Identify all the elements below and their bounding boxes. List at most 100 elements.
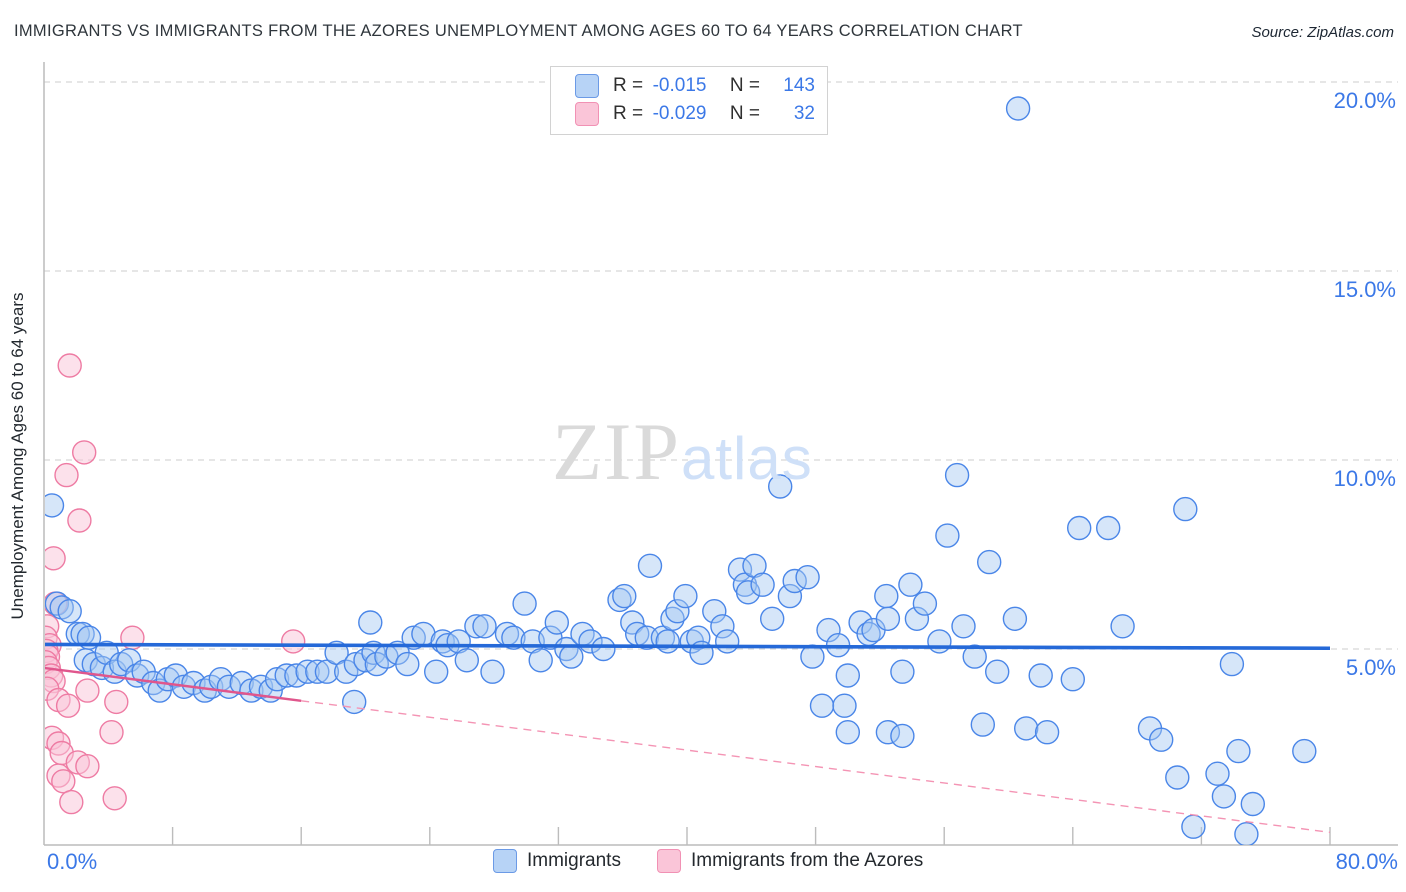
immigrants-point[interactable] bbox=[1148, 727, 1174, 752]
immigrants-point[interactable] bbox=[334, 659, 359, 684]
azores-point[interactable] bbox=[42, 546, 66, 571]
immigrants-point[interactable] bbox=[45, 591, 70, 616]
immigrants-point[interactable] bbox=[735, 580, 761, 605]
immigrants-point[interactable] bbox=[832, 693, 857, 718]
immigrants-point[interactable] bbox=[875, 720, 901, 745]
immigrants-point[interactable] bbox=[727, 557, 753, 582]
immigrants-point[interactable] bbox=[480, 659, 505, 684]
immigrants-point[interactable] bbox=[890, 723, 915, 749]
immigrants-point[interactable] bbox=[274, 663, 299, 688]
immigrants-point[interactable] bbox=[1240, 791, 1266, 817]
immigrants-point[interactable] bbox=[57, 599, 82, 624]
immigrants-point[interactable] bbox=[1226, 738, 1251, 764]
immigrants-point[interactable] bbox=[512, 591, 537, 616]
immigrants-point[interactable] bbox=[501, 625, 526, 650]
immigrants-point[interactable] bbox=[665, 599, 690, 624]
immigrants-point[interactable] bbox=[673, 583, 698, 609]
immigrants-point[interactable] bbox=[1234, 822, 1259, 846]
legend-item-azores[interactable]: Immigrants from the Azores bbox=[656, 849, 923, 873]
azores-point[interactable] bbox=[59, 789, 84, 815]
immigrants-point[interactable] bbox=[816, 617, 841, 643]
immigrants-point[interactable] bbox=[1181, 814, 1206, 839]
azores-point[interactable] bbox=[51, 769, 76, 794]
immigrants-point[interactable] bbox=[795, 565, 820, 590]
immigrants-point[interactable] bbox=[454, 648, 479, 673]
immigrants-point[interactable] bbox=[660, 606, 685, 631]
immigrants-point[interactable] bbox=[1002, 606, 1028, 631]
immigrants-point[interactable] bbox=[554, 636, 579, 662]
immigrants-point[interactable] bbox=[951, 614, 976, 639]
immigrants-point[interactable] bbox=[342, 689, 367, 715]
immigrants-point[interactable] bbox=[591, 636, 616, 662]
immigrants-point[interactable] bbox=[715, 629, 740, 654]
immigrants-point[interactable] bbox=[612, 583, 637, 609]
azores-point[interactable] bbox=[102, 786, 127, 811]
immigrants-point[interactable] bbox=[1205, 761, 1230, 786]
immigrants-point[interactable] bbox=[927, 629, 952, 654]
immigrants-point[interactable] bbox=[343, 651, 369, 677]
immigrants-point[interactable] bbox=[464, 614, 489, 639]
immigrants-point[interactable] bbox=[1005, 96, 1031, 121]
immigrants-point[interactable] bbox=[944, 462, 970, 488]
immigrants-point[interactable] bbox=[395, 651, 420, 677]
immigrants-point[interactable] bbox=[305, 659, 330, 684]
immigrants-point[interactable] bbox=[1066, 515, 1092, 541]
immigrants-point[interactable] bbox=[229, 670, 254, 696]
immigrants-point[interactable] bbox=[41, 493, 65, 518]
immigrants-point[interactable] bbox=[890, 659, 915, 684]
immigrants-point[interactable] bbox=[637, 553, 663, 578]
immigrants-point[interactable] bbox=[912, 591, 938, 616]
immigrants-point[interactable] bbox=[607, 587, 632, 613]
azores-point[interactable] bbox=[104, 689, 129, 715]
immigrants-point[interactable] bbox=[1013, 716, 1039, 741]
immigrants-point[interactable] bbox=[1060, 667, 1086, 692]
immigrants-point[interactable] bbox=[935, 523, 960, 548]
immigrants-point[interactable] bbox=[874, 583, 899, 609]
immigrants-point[interactable] bbox=[544, 610, 569, 635]
immigrants-point[interactable] bbox=[472, 614, 497, 639]
immigrants-point[interactable] bbox=[962, 644, 987, 669]
azores-point[interactable] bbox=[281, 629, 306, 654]
immigrants-point[interactable] bbox=[710, 614, 735, 639]
immigrants-point[interactable] bbox=[559, 644, 584, 669]
immigrants-point[interactable] bbox=[800, 644, 825, 669]
immigrants-point[interactable] bbox=[655, 629, 680, 654]
immigrants-point[interactable] bbox=[702, 599, 727, 624]
immigrants-point[interactable] bbox=[248, 674, 274, 699]
immigrants-point[interactable] bbox=[768, 474, 793, 499]
immigrants-point[interactable] bbox=[835, 720, 860, 745]
immigrants-point[interactable] bbox=[295, 659, 320, 684]
immigrants-point[interactable] bbox=[1211, 784, 1237, 809]
immigrants-point[interactable] bbox=[835, 663, 860, 688]
immigrants-point[interactable] bbox=[777, 583, 803, 609]
immigrants-point[interactable] bbox=[424, 659, 449, 684]
azores-point[interactable] bbox=[75, 678, 100, 703]
immigrants-point[interactable] bbox=[1219, 651, 1245, 677]
azores-point[interactable] bbox=[54, 462, 79, 488]
immigrants-point[interactable] bbox=[875, 606, 901, 631]
azores-point[interactable] bbox=[67, 508, 92, 533]
immigrants-point[interactable] bbox=[760, 606, 785, 631]
immigrants-point[interactable] bbox=[401, 625, 426, 650]
immigrants-point[interactable] bbox=[1034, 720, 1060, 745]
immigrants-point[interactable] bbox=[1292, 738, 1317, 764]
azores-point[interactable] bbox=[55, 693, 81, 718]
immigrants-point[interactable] bbox=[977, 549, 1002, 575]
immigrants-point[interactable] bbox=[1095, 515, 1121, 541]
immigrants-point[interactable] bbox=[809, 693, 835, 718]
immigrants-point[interactable] bbox=[904, 606, 930, 631]
immigrants-point[interactable] bbox=[358, 610, 383, 635]
azores-point[interactable] bbox=[75, 754, 100, 779]
azores-point[interactable] bbox=[57, 353, 82, 378]
legend-item-immigrants[interactable]: Immigrants bbox=[493, 849, 621, 873]
immigrants-point[interactable] bbox=[985, 659, 1010, 684]
immigrants-point[interactable] bbox=[686, 625, 711, 650]
immigrants-point[interactable] bbox=[1110, 614, 1135, 639]
immigrants-point[interactable] bbox=[1173, 496, 1198, 522]
immigrants-point[interactable] bbox=[1165, 765, 1190, 790]
immigrants-point[interactable] bbox=[528, 648, 553, 673]
immigrants-point[interactable] bbox=[750, 572, 775, 597]
immigrants-point[interactable] bbox=[264, 667, 290, 692]
immigrants-point[interactable] bbox=[898, 572, 923, 597]
azores-point[interactable] bbox=[99, 720, 124, 745]
